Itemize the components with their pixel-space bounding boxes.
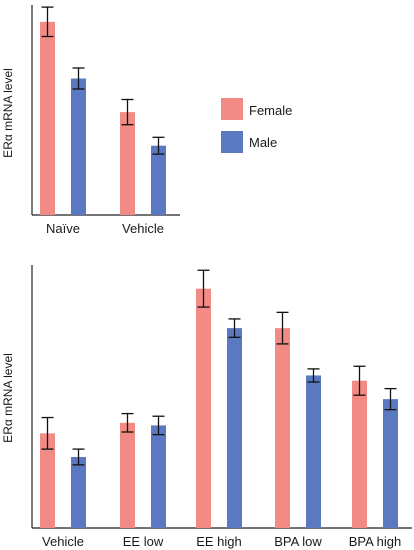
- bottom-error-bar-ee-high-female: [197, 269, 210, 308]
- bottom-tick-label-ee-high: EE high: [196, 534, 242, 549]
- legend-swatch-male: [221, 131, 243, 153]
- bottom-error-bar-ee-low-male: [152, 415, 165, 436]
- top-tick-label-vehicle: Vehicle: [122, 221, 164, 236]
- top-bar-vehicle-female: [120, 112, 135, 215]
- bottom-bar-bpa-low-male: [306, 375, 321, 528]
- bottom-tick-label-bpa-high: BPA high: [349, 534, 402, 549]
- legend-swatch-female: [221, 98, 243, 120]
- bottom-error-bar-vehicle-female: [41, 416, 54, 450]
- bottom-bar-ee-low-female: [120, 422, 135, 528]
- bottom-tick-labels: Vehicle EE low EE high BPA low BPA high: [42, 534, 401, 549]
- bottom-bar-ee-low-male: [151, 425, 166, 528]
- top-tick-label-naive: Naïve: [46, 221, 80, 236]
- bottom-tick-label-ee-low: EE low: [123, 534, 164, 549]
- bottom-error-bar-bpa-low-male: [307, 368, 320, 383]
- bottom-tick-label-vehicle: Vehicle: [42, 534, 84, 549]
- bottom-error-bar-vehicle-male: [72, 448, 85, 466]
- bottom-bars-group: [40, 269, 398, 528]
- bottom-y-axis-label: ERα mRNA level: [1, 353, 15, 443]
- bottom-error-bar-bpa-low-female: [276, 311, 289, 345]
- top-error-bar-naive-male: [72, 67, 85, 90]
- legend-label-female: Female: [249, 103, 292, 118]
- bottom-error-bar-bpa-high-male: [384, 387, 397, 411]
- bottom-bar-vehicle-female: [40, 433, 55, 528]
- top-chart: ERα mRNA level Naïve Vehicle: [1, 5, 180, 236]
- bottom-tick-label-bpa-low: BPA low: [274, 534, 322, 549]
- bottom-chart: ERα mRNA level Vehicle EE low EE high BPA l…: [1, 265, 412, 549]
- top-bars-group: [40, 6, 166, 215]
- top-error-bar-vehicle-female: [121, 98, 134, 126]
- bottom-bar-bpa-low-female: [275, 328, 290, 528]
- legend-label-male: Male: [249, 135, 277, 150]
- top-bar-naive-female: [40, 21, 55, 215]
- top-error-bar-vehicle-male: [152, 136, 165, 155]
- top-tick-labels: Naïve Vehicle: [46, 221, 164, 236]
- bottom-bar-ee-high-male: [227, 328, 242, 528]
- bottom-error-bar-bpa-high-female: [353, 365, 366, 396]
- bottom-error-bar-ee-high-male: [228, 318, 241, 338]
- legend: Female Male: [221, 98, 292, 153]
- top-bar-vehicle-male: [151, 145, 166, 215]
- top-error-bar-naive-female: [41, 6, 54, 38]
- bottom-bar-vehicle-male: [71, 456, 86, 528]
- bottom-bar-ee-high-female: [196, 288, 211, 528]
- bottom-bar-bpa-high-female: [352, 380, 367, 528]
- top-y-axis-label: ERα mRNA level: [1, 68, 15, 158]
- bottom-error-bar-ee-low-female: [121, 412, 134, 433]
- top-bar-naive-male: [71, 78, 86, 215]
- bottom-bar-bpa-high-male: [383, 399, 398, 528]
